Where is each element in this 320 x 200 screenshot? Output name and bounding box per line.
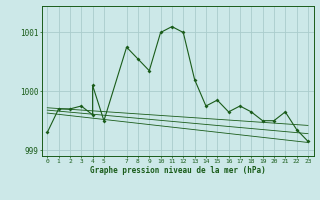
X-axis label: Graphe pression niveau de la mer (hPa): Graphe pression niveau de la mer (hPa)	[90, 166, 266, 175]
